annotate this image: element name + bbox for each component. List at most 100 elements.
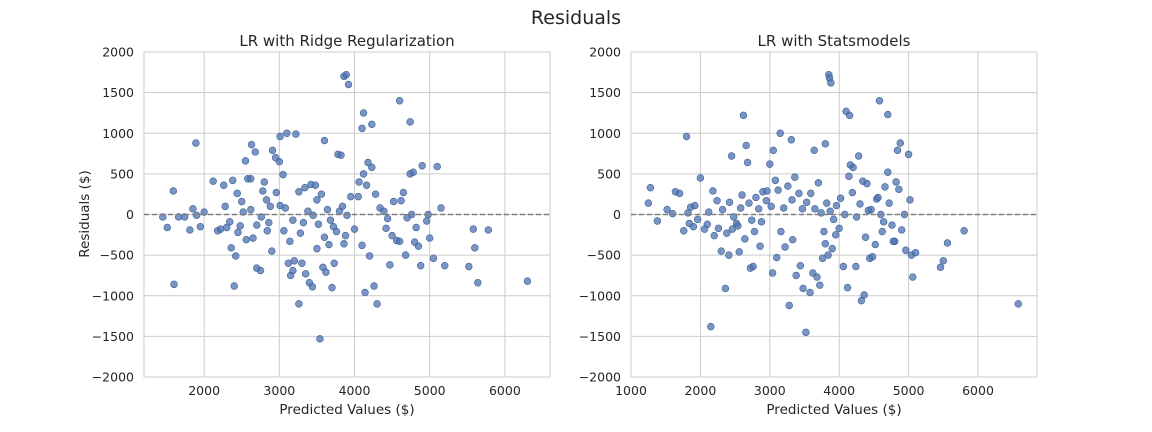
ridge-data-point bbox=[322, 268, 330, 276]
ridge-data-point bbox=[395, 237, 404, 246]
ridge-data-point bbox=[433, 162, 441, 171]
statsmodels-data-point bbox=[771, 176, 780, 185]
statsmodels-data-point bbox=[791, 173, 799, 181]
statsmodels-data-point bbox=[756, 242, 764, 250]
ridge-y-tick-label: 0 bbox=[126, 207, 134, 222]
statsmodels-points bbox=[644, 71, 1022, 337]
ridge-data-point bbox=[429, 254, 438, 263]
statsmodels-data-point bbox=[888, 221, 896, 229]
ridge-data-point bbox=[354, 192, 362, 201]
ridge-y-tick-label: −1000 bbox=[92, 288, 134, 303]
ridge-data-point bbox=[311, 181, 320, 189]
statsmodels-data-point bbox=[823, 199, 831, 207]
ridge-data-point bbox=[272, 188, 281, 197]
ridge-data-point bbox=[170, 280, 178, 289]
ridge-data-point bbox=[263, 227, 272, 235]
statsmodels-data-point bbox=[788, 196, 796, 204]
ridge-data-point bbox=[386, 261, 394, 269]
ridge-data-point bbox=[371, 190, 380, 198]
ridge-data-point bbox=[368, 120, 376, 129]
statsmodels-data-point bbox=[646, 183, 655, 192]
ridge-data-point bbox=[471, 244, 479, 252]
figure-suptitle: Residuals bbox=[531, 7, 621, 29]
statsmodels-data-point bbox=[717, 247, 725, 255]
ridge-y-axis-label: Residuals ($) bbox=[77, 170, 93, 257]
ridge-data-point bbox=[364, 158, 372, 167]
statsmodels-data-point bbox=[787, 136, 796, 144]
statsmodels-x-tick-label: 4000 bbox=[823, 383, 855, 398]
ridge-data-point bbox=[309, 211, 317, 220]
statsmodels-data-point bbox=[889, 237, 898, 246]
statsmodels-data-point bbox=[754, 205, 763, 213]
statsmodels-data-point bbox=[750, 227, 759, 236]
statsmodels-y-tick-label: 2000 bbox=[589, 45, 621, 60]
ridge-data-point bbox=[289, 266, 297, 275]
ridge-y-tick-label: −500 bbox=[100, 248, 134, 263]
ridge-data-point bbox=[323, 205, 332, 214]
statsmodels-data-point bbox=[675, 189, 684, 198]
ridge-data-point bbox=[344, 80, 353, 89]
statsmodels-data-point bbox=[843, 283, 852, 292]
statsmodels-data-point bbox=[725, 251, 733, 259]
statsmodels-data-point bbox=[892, 178, 900, 186]
ridge-data-point bbox=[227, 244, 235, 252]
statsmodels-data-point bbox=[663, 205, 671, 214]
ridge-data-point bbox=[236, 222, 244, 230]
ridge-data-point bbox=[275, 157, 284, 166]
statsmodels-data-point bbox=[736, 204, 745, 212]
ridge-x-axis-label: Predicted Values ($) bbox=[279, 402, 414, 418]
statsmodels-data-point bbox=[859, 177, 867, 185]
ridge-data-point bbox=[233, 189, 241, 198]
ridge-data-point bbox=[523, 277, 532, 285]
statsmodels-data-point bbox=[785, 301, 793, 310]
statsmodels-data-point bbox=[734, 222, 742, 230]
ridge-data-point bbox=[313, 244, 321, 253]
statsmodels-data-point bbox=[854, 152, 863, 160]
statsmodels-data-point bbox=[709, 187, 717, 195]
ridge-data-point bbox=[484, 226, 493, 234]
ridge-data-point bbox=[221, 202, 229, 211]
ridge-data-point bbox=[410, 238, 419, 246]
statsmodels-data-point bbox=[839, 262, 848, 271]
statsmodels-y-tick-label: −1000 bbox=[579, 288, 621, 303]
statsmodels-y-tick-label: −500 bbox=[587, 248, 621, 263]
statsmodels-data-point bbox=[849, 163, 857, 172]
statsmodels-data-point bbox=[792, 271, 800, 280]
ridge-data-point bbox=[249, 234, 257, 242]
ridge-data-point bbox=[416, 261, 425, 270]
statsmodels-data-point bbox=[739, 111, 748, 120]
ridge-data-point bbox=[256, 266, 265, 275]
statsmodels-data-point bbox=[769, 146, 777, 155]
ridge-y-tick-label: 500 bbox=[110, 166, 134, 181]
statsmodels-data-point bbox=[757, 218, 766, 226]
statsmodels-x-tick-label: 5000 bbox=[893, 383, 925, 398]
ridge-data-point bbox=[209, 177, 217, 185]
statsmodels-x-tick-label: 6000 bbox=[962, 383, 994, 398]
statsmodels-y-tick-label: 0 bbox=[613, 207, 621, 222]
ridge-data-point bbox=[441, 261, 449, 270]
statsmodels-data-point bbox=[762, 196, 771, 205]
ridge-data-point bbox=[437, 204, 445, 212]
ridge-data-point bbox=[358, 124, 366, 133]
statsmodels-data-point bbox=[723, 229, 731, 237]
statsmodels-data-point bbox=[813, 273, 821, 281]
statsmodels-data-point bbox=[743, 158, 752, 167]
ridge-data-point bbox=[474, 279, 482, 287]
statsmodels-y-tick-label: −1500 bbox=[579, 329, 621, 344]
ridge-data-point bbox=[342, 71, 350, 79]
ridge-data-point bbox=[328, 283, 336, 292]
statsmodels-data-point bbox=[810, 146, 818, 155]
ridge-data-point bbox=[265, 218, 273, 227]
ridge-data-point bbox=[260, 178, 268, 186]
statsmodels-data-point bbox=[680, 227, 688, 235]
statsmodels-data-point bbox=[710, 231, 718, 240]
ridge-data-point bbox=[412, 223, 420, 232]
ridge-data-point bbox=[370, 282, 378, 290]
statsmodels-x-axis-label: Predicted Values ($) bbox=[766, 402, 901, 418]
ridge-data-point bbox=[332, 227, 341, 236]
ridge-data-point bbox=[320, 136, 329, 145]
statsmodels-data-point bbox=[829, 215, 838, 224]
statsmodels-plot-title: LR with Statsmodels bbox=[758, 32, 911, 50]
statsmodels-data-point bbox=[868, 253, 877, 261]
